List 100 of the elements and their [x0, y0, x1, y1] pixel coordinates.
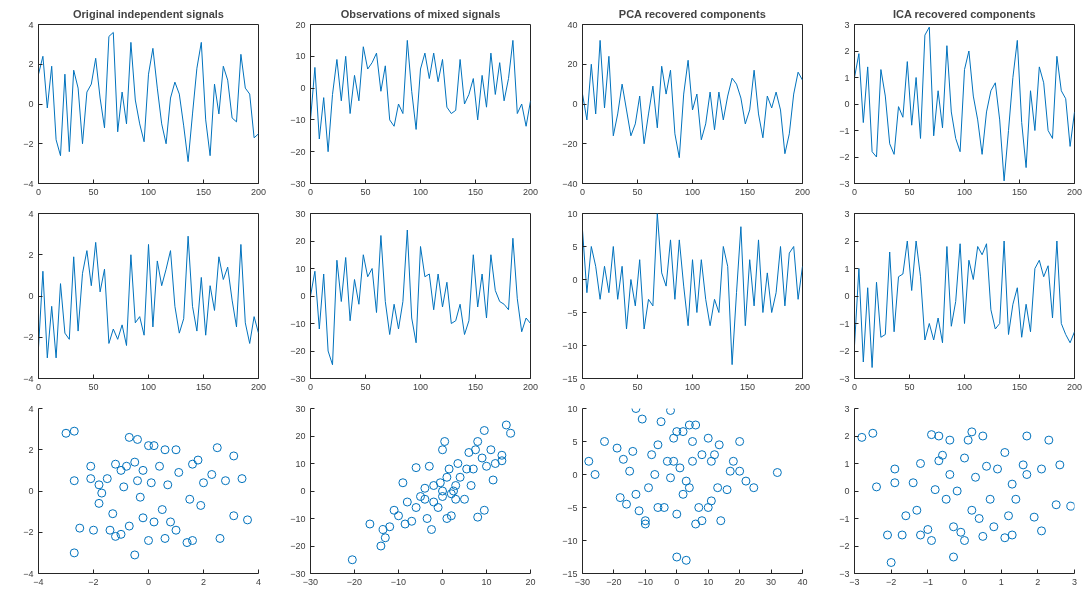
- x-tick-label: 50: [360, 381, 371, 392]
- y-tick-label: 0: [28, 291, 34, 301]
- y-tick-label: 5: [572, 241, 578, 252]
- y-tick-label: −3: [839, 568, 850, 579]
- y-tick-label: 30: [295, 208, 306, 219]
- x-tick-label: −1: [922, 576, 933, 587]
- x-tick-label: 0: [580, 381, 586, 392]
- x-tick-label: 50: [360, 186, 371, 197]
- x-tick-label: 2: [201, 576, 207, 587]
- y-tick-label: 4: [28, 208, 34, 219]
- y-tick-label: −10: [562, 340, 578, 351]
- x-tick-label: 3: [1072, 576, 1078, 587]
- x-tick-label: 30: [766, 576, 777, 587]
- y-tick-label: −30: [290, 373, 306, 384]
- x-tick-label: 200: [522, 186, 539, 197]
- y-tick-label: 2: [28, 444, 34, 455]
- x-tick-label: 50: [632, 186, 643, 197]
- y-tick-label: 10: [295, 263, 306, 274]
- y-tick-label: −2: [839, 541, 850, 551]
- x-tick-label: 40: [797, 576, 808, 587]
- x-tick-label: 150: [739, 186, 756, 197]
- y-tick-label: 2: [28, 249, 34, 260]
- y-tick-label: 0: [28, 486, 34, 496]
- x-tick-label: 50: [904, 186, 915, 197]
- x-tick-label: 10: [481, 576, 492, 587]
- x-tick-label: −20: [346, 576, 363, 587]
- y-tick-label: 2: [844, 236, 850, 246]
- x-tick-label: 0: [962, 576, 968, 587]
- x-tick-label: 200: [794, 186, 811, 197]
- x-tick-label: 0: [308, 381, 314, 392]
- y-tick-label: −4: [23, 373, 34, 384]
- y-tick-label: 10: [567, 208, 578, 219]
- y-tick-label: 5: [572, 436, 578, 447]
- y-tick-label: −20: [290, 346, 306, 356]
- x-tick-label: 150: [467, 381, 484, 392]
- y-tick-label: −1: [839, 513, 850, 524]
- y-tick-label: −20: [290, 146, 306, 157]
- x-tick-label: 0: [440, 576, 446, 587]
- y-tick-label: 0: [572, 274, 578, 285]
- y-tick-label: 2: [844, 431, 850, 441]
- y-tick-label: −20: [290, 541, 306, 551]
- y-tick-label: 0: [300, 291, 306, 301]
- x-tick-label: 100: [140, 186, 157, 197]
- y-tick-label: −1: [839, 318, 850, 329]
- y-tick-label: 3: [844, 19, 850, 30]
- chart-title: Original independent signals: [73, 7, 224, 20]
- y-tick-label: −4: [23, 178, 34, 189]
- x-tick-label: 100: [956, 381, 973, 392]
- y-tick-label: 1: [844, 263, 850, 274]
- y-tick-label: 4: [28, 19, 34, 30]
- x-tick-label: 150: [1011, 381, 1028, 392]
- x-tick-label: 20: [525, 576, 536, 587]
- x-tick-label: 100: [956, 186, 973, 197]
- y-tick-label: 1: [844, 458, 850, 469]
- x-tick-label: 200: [250, 381, 267, 392]
- y-tick-label: 0: [844, 99, 850, 109]
- x-tick-label: 50: [88, 381, 99, 392]
- x-tick-label: 0: [36, 381, 42, 392]
- y-tick-label: 2: [844, 46, 850, 56]
- y-tick-label: −1: [839, 125, 850, 136]
- y-tick-label: 2: [28, 59, 34, 70]
- y-tick-label: 20: [295, 236, 306, 246]
- y-tick-label: −2: [23, 527, 34, 538]
- y-tick-label: 0: [844, 291, 850, 301]
- y-tick-label: −30: [290, 568, 306, 579]
- y-tick-label: 20: [295, 431, 306, 441]
- x-tick-label: 0: [308, 186, 314, 197]
- y-tick-label: −2: [23, 138, 34, 149]
- x-tick-label: 0: [674, 576, 680, 587]
- y-tick-label: −3: [839, 373, 850, 384]
- y-tick-label: 40: [567, 19, 578, 30]
- x-tick-label: 150: [1011, 186, 1028, 197]
- x-tick-label: 100: [684, 381, 701, 392]
- y-tick-label: 20: [567, 59, 578, 70]
- x-tick-label: 150: [195, 381, 212, 392]
- y-tick-label: 0: [300, 486, 306, 496]
- y-tick-label: −10: [562, 535, 578, 546]
- chart-title: Observations of mixed signals: [340, 7, 501, 20]
- x-tick-label: 100: [412, 186, 429, 197]
- y-tick-label: −30: [290, 178, 306, 189]
- y-tick-label: −2: [839, 346, 850, 356]
- x-tick-label: 100: [412, 381, 429, 392]
- y-tick-label: 4: [28, 403, 34, 414]
- y-tick-label: 0: [572, 99, 578, 109]
- y-tick-label: 1: [844, 72, 850, 83]
- y-tick-label: −15: [562, 568, 578, 579]
- x-tick-label: 150: [195, 186, 212, 197]
- x-tick-label: 10: [703, 576, 714, 587]
- x-tick-label: −2: [88, 576, 99, 587]
- x-tick-label: 20: [734, 576, 745, 587]
- x-tick-label: 2: [1035, 576, 1041, 587]
- x-tick-label: 50: [88, 186, 99, 197]
- y-tick-label: 0: [28, 99, 34, 109]
- y-tick-label: −2: [839, 152, 850, 162]
- x-tick-label: 100: [140, 381, 157, 392]
- y-tick-label: 20: [295, 19, 306, 30]
- y-tick-label: 3: [844, 208, 850, 219]
- x-tick-label: 0: [580, 186, 586, 197]
- x-tick-label: 100: [684, 186, 701, 197]
- x-tick-label: 0: [146, 576, 152, 587]
